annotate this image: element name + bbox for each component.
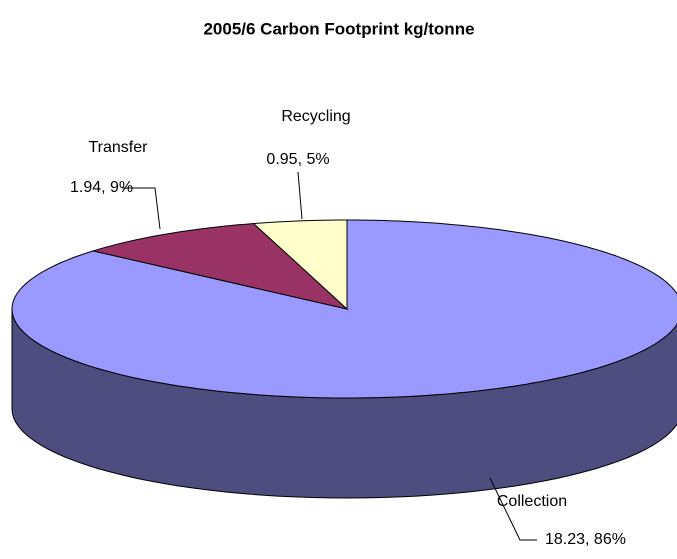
data-label: 1.94, 9% [70,179,133,196]
leader-line [122,187,161,230]
pie-slice [11,219,677,399]
category-label: Recycling [281,108,350,125]
pie-slice [91,222,349,310]
chart-title: 2005/6 Carbon Footprint kg/tonne [203,19,474,38]
pie-slice [252,219,348,311]
category-label: Collection [497,493,567,510]
leader-line [297,171,303,220]
data-label: 18.23, 86% [545,531,626,548]
leader-line [489,477,537,541]
category-label: Transfer [89,139,149,156]
data-label: 0.95, 5% [266,151,329,168]
